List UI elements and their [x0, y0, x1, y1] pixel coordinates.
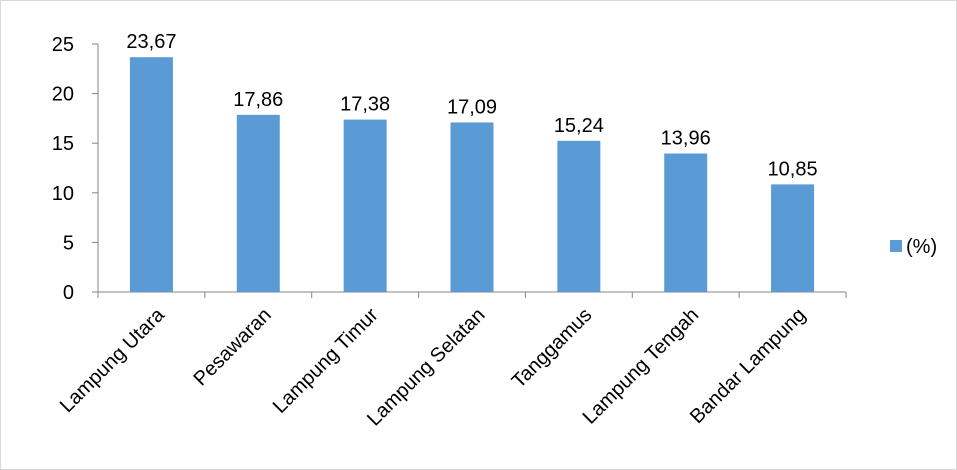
y-tick-label: 15: [52, 133, 74, 155]
data-label: 10,85: [768, 158, 818, 180]
data-label: 17,38: [340, 94, 390, 116]
legend: (%): [890, 236, 937, 258]
legend-label: (%): [906, 236, 937, 258]
x-tick-label: Lampung Tengah: [579, 304, 704, 429]
x-tick-label: Lampung Timur: [269, 304, 383, 418]
data-label: 17,86: [233, 89, 283, 111]
data-labels: 23,67 17,86 17,38 17,09 15,24 13,96 10,85: [126, 31, 817, 180]
bar: [557, 140, 601, 292]
bar: [129, 57, 173, 292]
legend-swatch: [890, 240, 902, 252]
x-axis: [97, 291, 847, 298]
bar: [450, 122, 494, 293]
bar: [771, 184, 815, 292]
data-label: 23,67: [126, 31, 176, 53]
y-tick-label: 5: [63, 232, 74, 254]
x-tick-label: Bandar Lampung: [686, 304, 810, 428]
y-tick-label: 25: [52, 34, 74, 56]
data-label: 13,96: [661, 128, 711, 150]
data-label: 17,09: [447, 96, 497, 118]
bar: [343, 119, 387, 293]
y-tick-label: 10: [52, 183, 74, 205]
x-tick-label: Pesawaran: [190, 304, 276, 390]
bar: [236, 114, 280, 292]
data-label: 15,24: [554, 115, 604, 137]
bars: [129, 57, 815, 293]
bar: [664, 153, 708, 292]
y-axis: 0 5 10 15 20 25: [52, 34, 99, 304]
x-tick-label: Tanggamus: [508, 304, 597, 393]
y-tick-label: 20: [52, 84, 74, 106]
x-tick-label: Lampung Utara: [56, 303, 170, 417]
y-tick-label: 0: [63, 282, 74, 304]
x-tick-label: Lampung Selatan: [363, 304, 489, 430]
